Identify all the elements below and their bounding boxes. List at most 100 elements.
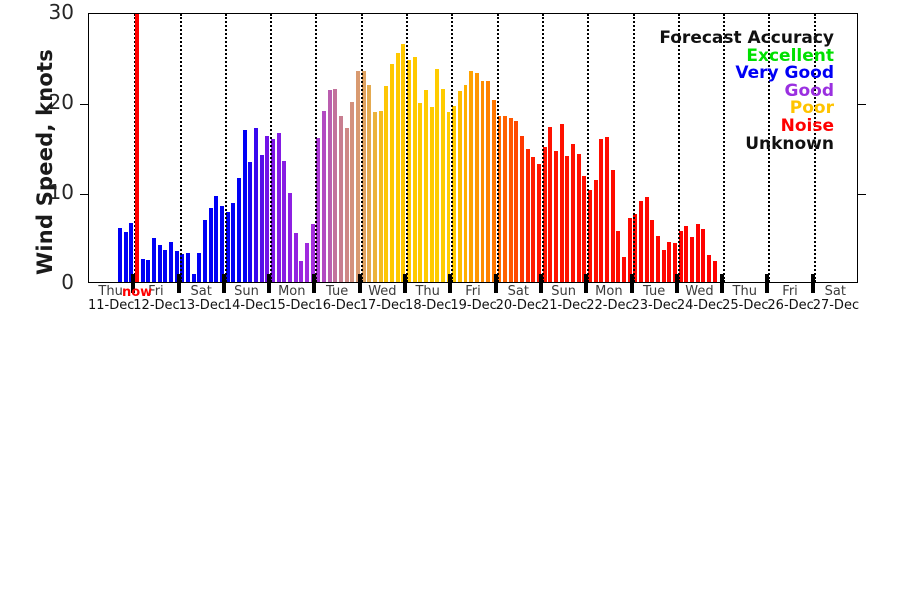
bar <box>644 196 649 282</box>
y-tick-right <box>857 104 866 105</box>
x-day-label: Sun 21-Dec <box>541 285 587 313</box>
x-day-name: Wed <box>368 284 397 299</box>
bar <box>571 144 576 282</box>
bar <box>599 138 604 282</box>
x-day-name: Sat <box>507 284 529 299</box>
x-day-name: Fri <box>465 284 481 299</box>
x-day-tick <box>312 274 317 293</box>
bar <box>231 202 236 282</box>
x-day-date: 22-Dec <box>586 298 633 313</box>
x-day-name: Tue <box>643 284 666 299</box>
bar <box>486 81 491 282</box>
bar <box>186 253 191 282</box>
x-day-name: Fri <box>148 284 164 299</box>
bar <box>650 219 655 282</box>
x-day-label: Sun 14-Dec <box>224 284 270 313</box>
bar <box>412 57 417 282</box>
bar <box>344 128 349 282</box>
x-day-name: Sun <box>234 284 259 299</box>
bar <box>191 273 196 282</box>
x-day-tick <box>765 274 770 293</box>
bar <box>423 90 428 282</box>
x-day-tick <box>131 274 136 293</box>
bar <box>389 64 394 282</box>
legend-item-excellent: Excellent <box>746 45 834 66</box>
x-day-tick <box>810 274 815 293</box>
legend-item-unknown: Unknown <box>745 133 834 154</box>
bar <box>305 243 309 282</box>
bar <box>627 218 632 282</box>
x-day-name: Thu <box>98 284 123 299</box>
x-day-date: 13-Dec <box>178 298 225 313</box>
y-tick-label: 20 <box>48 90 74 114</box>
bar <box>593 180 598 282</box>
bar <box>254 128 258 282</box>
x-day-name: Thu <box>415 284 440 299</box>
bar <box>701 228 706 282</box>
x-day-tick <box>403 274 408 293</box>
x-day-label: Tue 23-Dec <box>632 284 678 313</box>
bar <box>293 232 298 282</box>
bar <box>169 242 174 282</box>
x-day-tick <box>720 274 725 293</box>
bar <box>690 237 694 282</box>
plot-area <box>80 13 866 283</box>
bar <box>656 236 660 282</box>
x-day-date: 12-Dec <box>133 298 180 313</box>
legend-item-poor: Poor <box>789 98 834 119</box>
day-separator <box>632 14 635 282</box>
bar <box>582 175 587 282</box>
x-day-name: Sat <box>824 284 846 299</box>
y-axis-title: Wind Speed, knots <box>33 49 57 275</box>
bar <box>576 154 581 282</box>
now-marker-line <box>134 14 139 282</box>
x-day-tick <box>267 274 272 293</box>
x-day-tick <box>629 274 634 293</box>
x-day-label: Fri 19-Dec <box>450 284 497 313</box>
bar <box>520 136 525 282</box>
day-separator <box>587 14 590 282</box>
bar <box>208 208 213 282</box>
bar <box>474 73 479 282</box>
x-day-tick <box>176 274 181 293</box>
x-day-date: 19-Dec <box>450 298 497 313</box>
bar <box>338 115 343 282</box>
bar <box>355 71 360 282</box>
bar <box>276 132 281 282</box>
x-day-label: Wed 24-Dec <box>677 284 723 313</box>
bar <box>491 100 496 282</box>
bar <box>146 259 151 282</box>
bar <box>684 226 689 282</box>
bar <box>316 138 321 282</box>
x-day-tick <box>221 274 226 293</box>
bar <box>497 116 502 282</box>
x-day-label: Fri 26-Dec <box>767 285 813 313</box>
bar <box>695 224 700 282</box>
bar <box>418 102 423 282</box>
bar <box>333 89 338 282</box>
day-separator <box>768 14 771 282</box>
x-day-name: Tue <box>326 284 349 299</box>
bar <box>259 155 264 282</box>
bar <box>616 230 621 282</box>
bar <box>197 253 202 282</box>
day-separator <box>179 14 182 282</box>
x-day-date: 18-Dec <box>405 298 452 313</box>
y-tick-right <box>857 194 866 195</box>
x-day-name: Mon <box>278 284 306 299</box>
x-day-label: Sat 13-Dec <box>178 285 225 313</box>
x-day-tick <box>584 274 589 293</box>
x-day-date: 17-Dec <box>359 298 407 313</box>
x-day-label: Mon 22-Dec <box>586 285 633 313</box>
x-day-name: Wed <box>685 284 714 299</box>
bar <box>610 169 615 282</box>
x-day-date: 16-Dec <box>314 298 361 313</box>
day-separator <box>496 14 499 282</box>
day-separator <box>723 14 726 282</box>
legend: Forecast Accuracy Excellent Very Good Good… <box>560 29 834 154</box>
bar <box>531 156 536 282</box>
bar <box>706 255 711 282</box>
bar <box>220 206 225 282</box>
day-separator <box>315 14 318 282</box>
bar <box>299 261 304 282</box>
